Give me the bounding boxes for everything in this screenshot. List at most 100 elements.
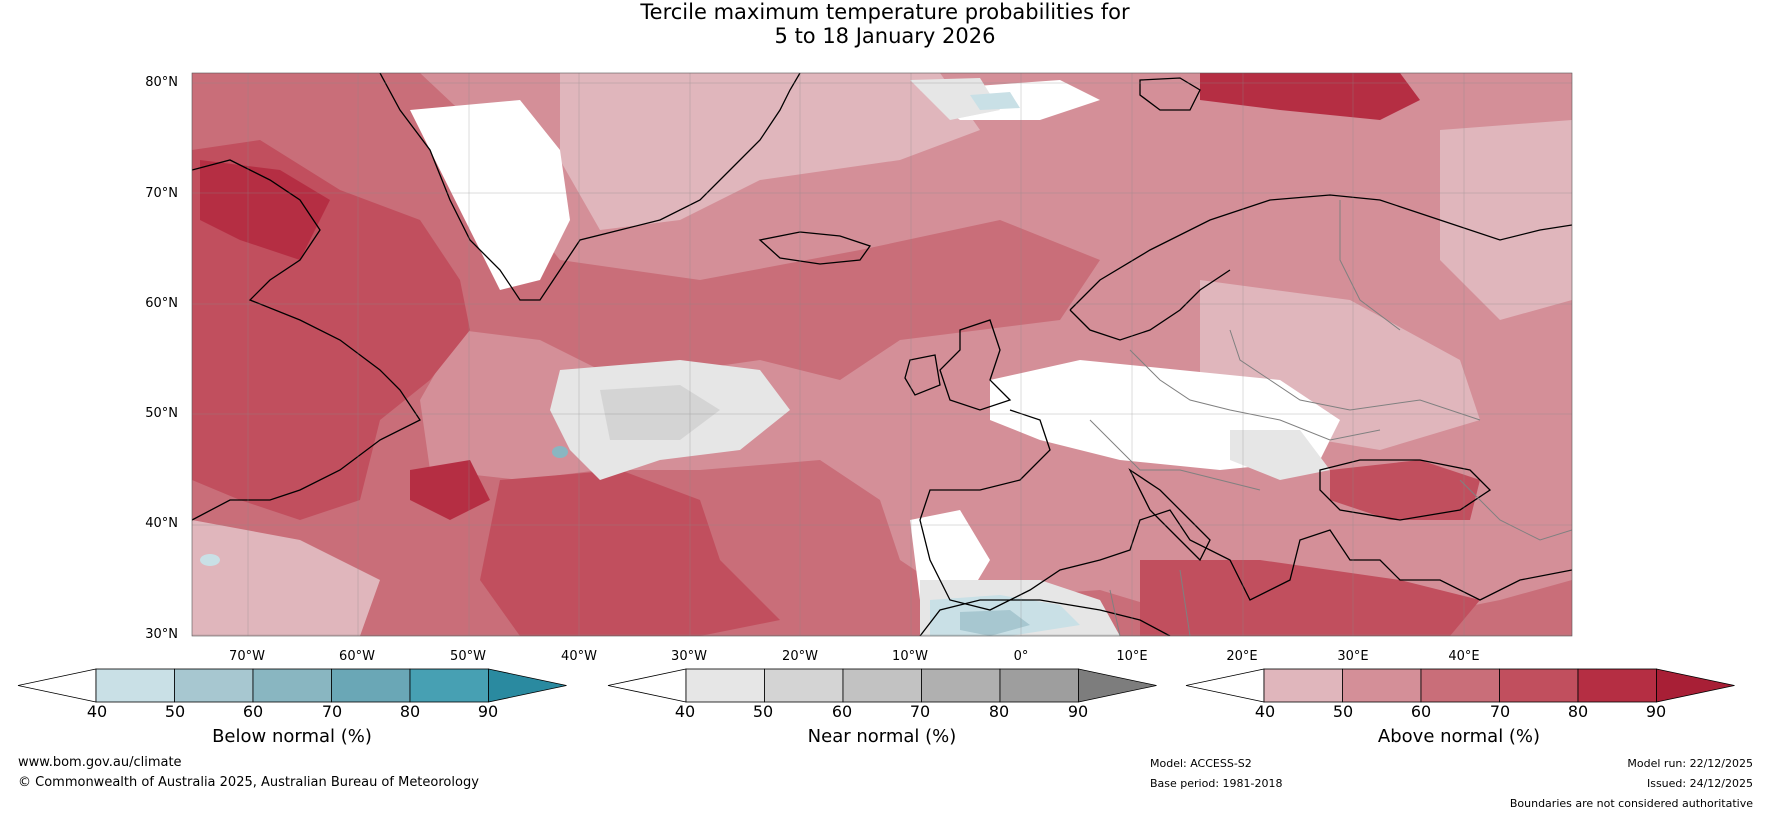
above-40-region-sw bbox=[192, 520, 380, 636]
below-colorbar-segment bbox=[331, 668, 411, 703]
website-link[interactable]: www.bom.gov.au/climate bbox=[18, 755, 182, 770]
title-line-1: Tercile maximum temperature probabilitie… bbox=[640, 0, 1130, 24]
near-colorbar-segment bbox=[999, 668, 1079, 703]
lon-label-40w: 40°W bbox=[561, 649, 597, 664]
below-colorbar-high-extension bbox=[488, 668, 567, 703]
near-40-region-balkan bbox=[1230, 430, 1330, 480]
lat-label-80n: 80°N bbox=[145, 75, 178, 90]
border-segment-6 bbox=[1109, 589, 1121, 636]
above-colorbar-low-extension bbox=[1185, 668, 1265, 703]
lat-label-50n: 50°N bbox=[145, 406, 178, 421]
colorbars bbox=[17, 668, 1735, 703]
coast-western-europe bbox=[919, 409, 1572, 611]
below-colorbar-segment bbox=[252, 668, 332, 703]
coast-britain bbox=[939, 319, 1012, 411]
below-40-spot-sw bbox=[200, 554, 220, 566]
above-90-region-arctic bbox=[1200, 73, 1420, 120]
above-90-region-ocean bbox=[410, 460, 490, 520]
below-colorbar-low-extension bbox=[17, 668, 97, 703]
lon-label-40e: 40°E bbox=[1448, 649, 1480, 664]
near-tick-70: 70 bbox=[909, 702, 931, 721]
coast-svalbard bbox=[1139, 77, 1201, 111]
lat-label-30n: 30°N bbox=[145, 627, 178, 642]
above-tick-70: 70 bbox=[1489, 702, 1511, 721]
coast-canada bbox=[192, 159, 421, 521]
above-tick-90: 90 bbox=[1645, 702, 1667, 721]
below-tick-60: 60 bbox=[242, 702, 264, 721]
above-80-region-blacksea bbox=[1330, 460, 1480, 520]
border-segment-1 bbox=[1129, 349, 1381, 441]
near-tick-80: 80 bbox=[988, 702, 1010, 721]
below-tick-70: 70 bbox=[321, 702, 343, 721]
near-colorbar-segment bbox=[764, 668, 844, 703]
disclaimer-text: Boundaries are not considered authoritat… bbox=[1509, 797, 1753, 810]
model-run-text: Model run: 22/12/2025 bbox=[1627, 757, 1753, 770]
coast-scandinavia bbox=[1069, 194, 1572, 311]
lat-label-60n: 60°N bbox=[145, 296, 178, 311]
near-tick-50: 50 bbox=[752, 702, 774, 721]
above-tick-50: 50 bbox=[1332, 702, 1354, 721]
near-tick-60: 60 bbox=[831, 702, 853, 721]
border-segment-2 bbox=[1089, 419, 1261, 491]
coast-iceland bbox=[758, 231, 872, 265]
above-tick-40: 40 bbox=[1254, 702, 1276, 721]
lon-label-60w: 60°W bbox=[339, 649, 375, 664]
lon-label-70w: 70°W bbox=[229, 649, 265, 664]
gridlines bbox=[192, 73, 1572, 636]
below-tick-50: 50 bbox=[164, 702, 186, 721]
coast-italy bbox=[1128, 468, 1211, 562]
below-50-region-africa bbox=[960, 610, 1030, 636]
near-tick-40: 40 bbox=[674, 702, 696, 721]
near-colorbar-low-extension bbox=[607, 668, 687, 703]
border-segment-4 bbox=[1339, 200, 1401, 331]
below-colorbar-segment bbox=[95, 668, 175, 703]
coastlines bbox=[192, 73, 1572, 636]
lon-label-50w: 50°W bbox=[450, 649, 486, 664]
border-segment-7 bbox=[1179, 569, 1191, 636]
above-80-region-ocean bbox=[480, 470, 780, 636]
above-40-region-ne bbox=[1440, 120, 1572, 320]
map-frame bbox=[191, 72, 1573, 637]
border-segment-3 bbox=[1229, 329, 1481, 421]
lon-label-10e: 10°E bbox=[1116, 649, 1148, 664]
near-40-region-arctic bbox=[910, 78, 1000, 120]
below-60-spot-atlantic bbox=[552, 446, 568, 458]
coast-norway-south bbox=[1069, 269, 1231, 341]
lon-label-30w: 30°W bbox=[671, 649, 707, 664]
map-title: Tercile maximum temperature probabilitie… bbox=[0, 0, 1770, 48]
coast-africa bbox=[919, 599, 1171, 636]
title-line-2: 5 to 18 January 2026 bbox=[774, 24, 996, 48]
above-90-region-labrador bbox=[200, 160, 330, 260]
below-tick-80: 80 bbox=[399, 702, 421, 721]
coast-black-sea bbox=[1319, 459, 1492, 521]
above-colorbar-segment bbox=[1577, 668, 1657, 703]
probability-field bbox=[192, 73, 1572, 636]
near-colorbar-segment bbox=[685, 668, 765, 703]
below-colorbar-segment bbox=[409, 668, 489, 703]
below-tick-90: 90 bbox=[477, 702, 499, 721]
border-segment-5 bbox=[1459, 479, 1572, 541]
lon-label-0: 0° bbox=[1013, 649, 1029, 664]
coast-ireland bbox=[904, 354, 941, 396]
above-colorbar-segment bbox=[1342, 668, 1422, 703]
above-tick-80: 80 bbox=[1567, 702, 1589, 721]
above-colorbar-label: Above normal (%) bbox=[1377, 726, 1541, 747]
near-colorbar-label: Near normal (%) bbox=[807, 726, 957, 747]
white-greenland-ice bbox=[410, 100, 570, 290]
near-tick-90: 90 bbox=[1067, 702, 1089, 721]
below-tick-40: 40 bbox=[86, 702, 108, 721]
lon-label-10w: 10°W bbox=[892, 649, 928, 664]
above-40-region-greenland-sea bbox=[560, 73, 980, 230]
copyright-text: © Commonwealth of Australia 2025, Austra… bbox=[18, 775, 479, 790]
issued-text: Issued: 24/12/2025 bbox=[1646, 777, 1753, 790]
near-colorbar-high-extension bbox=[1078, 668, 1157, 703]
country-borders bbox=[1089, 200, 1572, 636]
model-text: Model: ACCESS-S2 bbox=[1150, 757, 1252, 770]
near-colorbar-segment bbox=[921, 668, 1001, 703]
lat-label-40n: 40°N bbox=[145, 516, 178, 531]
above-colorbar-segment bbox=[1263, 668, 1343, 703]
base-period-text: Base period: 1981-2018 bbox=[1150, 777, 1283, 790]
lon-label-20e: 20°E bbox=[1226, 649, 1258, 664]
above-80-region-med bbox=[1140, 560, 1480, 636]
